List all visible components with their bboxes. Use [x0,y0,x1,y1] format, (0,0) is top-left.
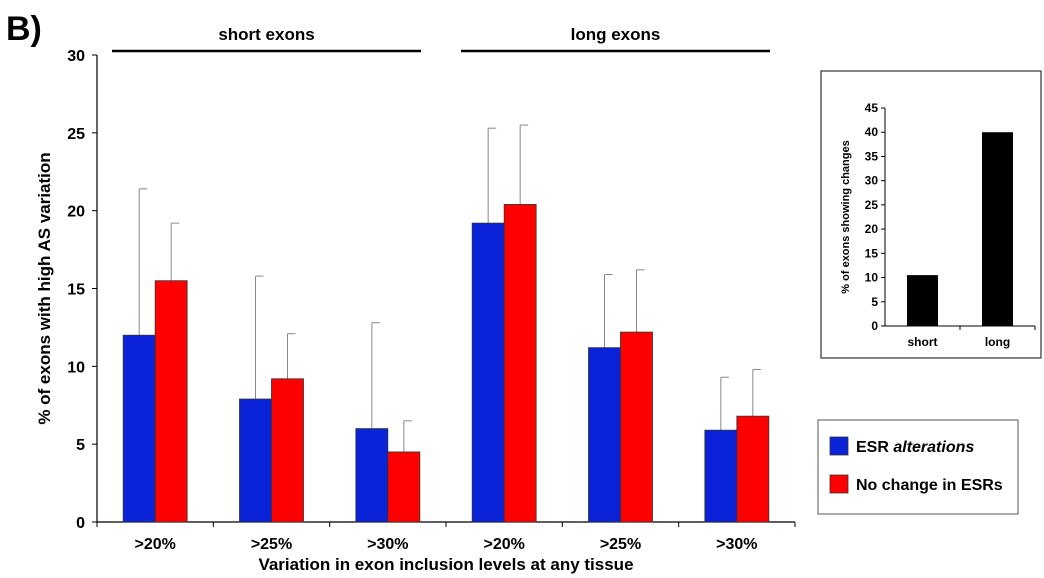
inset-y-tick-label: 45 [865,101,879,115]
group-label: short exons [218,25,314,44]
inset-bar-chart: 0 5 10 15 20 25 30 35 40 45 short long % of exons sh… [820,70,1042,359]
y-axis-label: % of exons with high AS variation [35,152,54,424]
inset-y-tick-label: 10 [865,271,879,285]
x-tick-label: >25% [251,536,292,553]
bar [503,204,537,523]
y-tick-label: 30 [67,48,85,65]
bar [736,415,770,523]
panel-label: B) [6,10,42,48]
legend-box [817,419,1019,515]
x-tick-label: >20% [134,536,175,553]
x-tick-label: >20% [483,536,524,553]
bar [271,378,304,523]
inset-bar [982,132,1013,326]
y-tick-label: 15 [67,282,85,299]
x-axis-label: Variation in exon inclusion levels at an… [258,555,633,574]
bar [355,428,389,523]
legend-swatch [829,474,849,494]
x-tick-label: >25% [600,536,641,553]
inset-y-tick-label: 40 [865,125,879,139]
legend-label: ESR alterations [856,439,974,456]
inset-y-tick-label: 20 [865,222,879,236]
inset-y-tick-label: 35 [865,149,879,163]
y-tick-label: 25 [67,126,85,143]
inset-x-tick-label: short [908,335,938,349]
bar [387,451,421,523]
y-tick-label: 20 [67,204,85,221]
bar [704,429,738,523]
bar [471,222,505,523]
legend-label-italic: alterations [893,439,974,456]
inset-y-axis-label: % of exons showing changes [840,140,852,293]
legend-label-plain: ESR [856,439,893,456]
inset-y-tick-label: 30 [865,174,879,188]
bar [620,331,653,523]
group-label: long exons [571,25,661,44]
bar [588,347,621,523]
y-tick-label: 5 [76,437,85,454]
inset-y-tick-label: 15 [865,246,879,260]
inset-y-tick-label: 0 [871,319,878,333]
inset-x-tick-label: long [985,335,1010,349]
y-tick-label: 0 [76,515,85,532]
inset-y-tick-label: 5 [871,295,878,309]
y-tick-label: 10 [67,359,85,376]
inset-y-tick-label: 25 [865,198,879,212]
x-tick-label: >30% [367,536,408,553]
legend: ESR alterations No change in ESRs [817,419,1019,515]
main-bar-chart: 0 5 10 15 20 25 30 >20% >25% >30% >20% >25% >30% shor… [35,25,796,574]
bar [239,398,272,523]
x-tick-label: >30% [716,536,757,553]
legend-label: No change in ESRs [856,477,1003,494]
bar [122,334,156,523]
legend-swatch [829,436,849,456]
bar [154,280,188,523]
inset-bar [907,275,938,326]
